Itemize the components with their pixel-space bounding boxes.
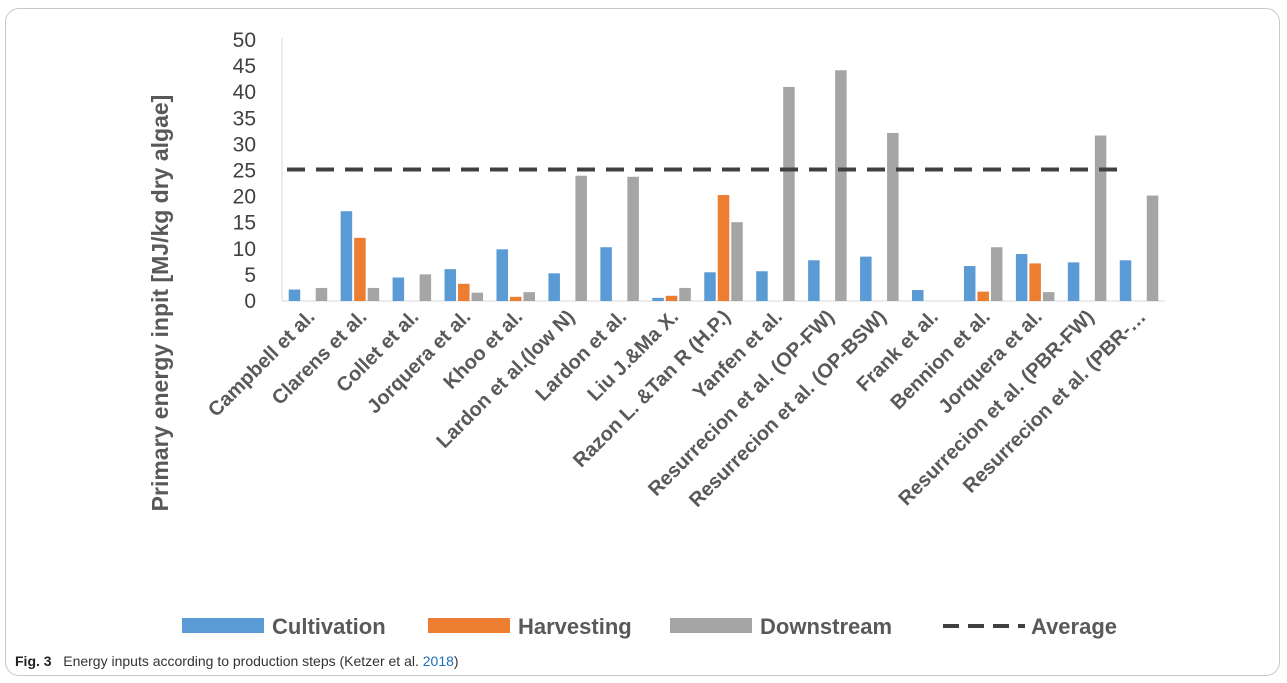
bar-downstream: [1094, 135, 1107, 301]
bar-cultivation: [392, 277, 405, 301]
caption-citation-link[interactable]: 2018: [422, 653, 454, 669]
bar-cultivation: [963, 266, 976, 301]
y-tick-label: 5: [244, 264, 256, 287]
y-tick-label: 35: [233, 107, 256, 130]
bar-downstream: [367, 287, 380, 301]
bar-cultivation: [860, 256, 872, 301]
y-tick-label: 45: [233, 55, 256, 78]
bar-downstream: [679, 287, 691, 301]
x-tick-label: Lardon et al.: [532, 306, 632, 406]
bar-cultivation: [756, 271, 768, 301]
bar-downstream: [990, 247, 1003, 301]
bar-cultivation: [600, 247, 612, 301]
y-tick-label: 40: [233, 81, 256, 104]
bar-downstream: [315, 287, 328, 301]
y-tick-label: 10: [233, 238, 256, 261]
bar-cultivation: [288, 289, 301, 301]
bar-cultivation: [444, 269, 457, 301]
y-tick-label: 15: [233, 212, 256, 235]
bar-harvesting: [354, 237, 366, 301]
figure-caption: Fig. 3 Energy inputs according to produc…: [15, 653, 459, 669]
x-tick-label: Liu J.&Ma X.: [583, 306, 683, 406]
y-tick-label: 0: [244, 290, 256, 313]
bar-harvesting: [1029, 263, 1041, 301]
bar-cultivation: [1067, 262, 1080, 301]
bar-downstream: [523, 292, 535, 301]
caption-text: Energy inputs according to production st…: [63, 653, 423, 669]
legend-swatch-downstream: [670, 618, 752, 633]
bar-downstream: [1042, 292, 1055, 301]
bar-downstream: [783, 86, 795, 301]
legend-label-average: Average: [1031, 614, 1117, 639]
y-tick-label: 50: [233, 29, 256, 52]
bar-cultivation: [496, 249, 508, 301]
bar-downstream: [887, 132, 899, 301]
legend-label-downstream: Downstream: [760, 614, 892, 639]
bar-cultivation: [704, 272, 716, 301]
bar-cultivation: [548, 273, 560, 301]
legend-swatch-cultivation: [182, 618, 264, 633]
bar-downstream: [575, 175, 587, 301]
y-tick-label: 30: [233, 133, 256, 156]
caption-text-end: ): [453, 653, 459, 669]
legend-swatch-harvesting: [428, 618, 510, 633]
legend-label-harvesting: Harvesting: [518, 614, 632, 639]
y-tick-label: 25: [233, 160, 256, 183]
bar-cultivation: [912, 290, 924, 301]
bar-harvesting: [665, 295, 678, 301]
bar-cultivation: [652, 297, 664, 301]
figure-label: Fig. 3: [15, 653, 52, 669]
bar-harvesting: [717, 195, 730, 301]
bar-harvesting: [458, 283, 470, 301]
bar-harvesting: [977, 291, 989, 301]
bar-downstream: [1146, 195, 1159, 301]
legend-label-cultivation: Cultivation: [272, 614, 386, 639]
y-axis-title: Primary energy inpit [MJ/kg dry algae]: [147, 95, 173, 512]
bar-cultivation: [1119, 260, 1132, 301]
bar-harvesting: [509, 296, 522, 301]
figure-frame: [5, 8, 1280, 676]
bar-downstream: [835, 70, 847, 301]
bar-cultivation: [340, 211, 353, 301]
bar-downstream: [419, 274, 432, 301]
bar-downstream: [731, 222, 743, 301]
bar-cultivation: [808, 260, 820, 301]
bar-downstream: [471, 292, 484, 301]
bar-cultivation: [1015, 254, 1028, 301]
bar-downstream: [627, 176, 639, 301]
y-tick-label: 20: [233, 186, 256, 209]
